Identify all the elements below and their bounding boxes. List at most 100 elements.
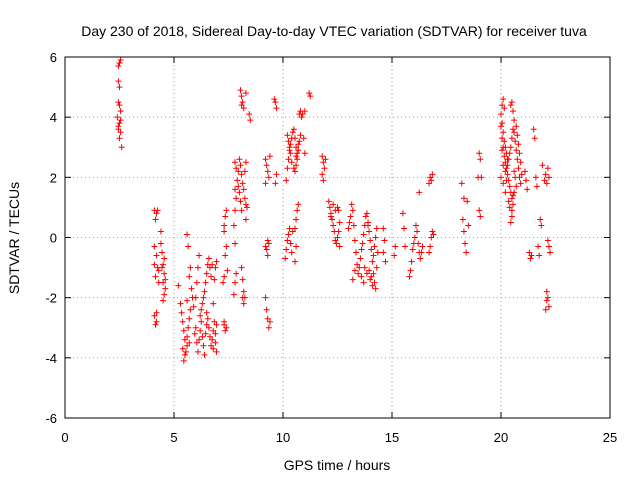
data-point	[221, 273, 228, 280]
data-point	[459, 216, 466, 223]
data-point	[160, 297, 167, 304]
data-point	[202, 330, 209, 337]
data-point	[211, 318, 218, 325]
data-point	[235, 168, 242, 175]
data-point	[282, 255, 289, 262]
data-point	[334, 204, 341, 211]
x-tick-label: 0	[61, 430, 68, 445]
data-point	[429, 171, 436, 178]
data-point	[507, 144, 514, 151]
data-point	[161, 270, 168, 277]
data-point	[517, 159, 524, 166]
data-point	[349, 207, 356, 214]
data-point	[543, 180, 550, 187]
data-point	[208, 273, 215, 280]
x-tick-label: 5	[170, 430, 177, 445]
data-point	[184, 231, 191, 238]
data-point	[153, 309, 160, 316]
data-point	[507, 102, 514, 109]
data-point	[460, 228, 467, 235]
data-point	[152, 216, 159, 223]
data-point	[159, 249, 166, 256]
data-point	[407, 267, 414, 274]
data-point	[194, 348, 201, 355]
data-point	[476, 150, 483, 157]
data-point	[203, 270, 210, 277]
data-point	[516, 150, 523, 157]
data-point	[406, 273, 413, 280]
data-point	[153, 210, 160, 217]
data-point	[205, 324, 212, 331]
data-point	[233, 195, 240, 202]
data-point	[210, 327, 217, 334]
data-point	[348, 201, 355, 208]
data-point	[151, 243, 158, 250]
data-point	[527, 255, 534, 262]
data-point	[239, 180, 246, 187]
data-point	[237, 87, 244, 94]
data-point	[514, 132, 521, 139]
data-point	[295, 201, 302, 208]
data-point	[373, 264, 380, 271]
data-points	[114, 57, 554, 364]
data-point	[239, 99, 246, 106]
data-point	[285, 231, 292, 238]
data-point	[358, 273, 365, 280]
data-point	[508, 213, 515, 220]
data-point	[232, 279, 239, 286]
data-point	[210, 300, 217, 307]
data-point	[294, 156, 301, 163]
y-tick-label: 2	[50, 170, 57, 185]
data-point	[266, 318, 273, 325]
data-point	[283, 177, 290, 184]
data-point	[263, 162, 270, 169]
data-point	[178, 309, 185, 316]
data-point	[212, 264, 219, 271]
data-point	[265, 240, 272, 247]
data-point	[264, 252, 271, 259]
data-point	[345, 225, 352, 232]
data-point	[417, 255, 424, 262]
data-point	[181, 351, 188, 358]
data-point	[285, 156, 292, 163]
data-point	[360, 279, 367, 286]
data-point	[185, 324, 192, 331]
data-point	[513, 183, 520, 190]
data-point	[503, 165, 510, 172]
data-point	[307, 93, 314, 100]
data-point	[373, 225, 380, 232]
data-point	[511, 117, 518, 124]
data-point	[477, 156, 484, 163]
data-point	[238, 93, 245, 100]
data-point	[325, 198, 332, 205]
data-point	[153, 318, 160, 325]
data-point	[460, 195, 467, 202]
y-tick-label: -6	[45, 411, 57, 426]
data-point	[330, 222, 337, 229]
data-point	[366, 228, 373, 235]
data-point	[293, 243, 300, 250]
data-point	[508, 195, 515, 202]
data-point	[369, 258, 376, 265]
data-point	[286, 225, 293, 232]
data-point	[346, 219, 353, 226]
data-point	[221, 228, 228, 235]
data-point	[293, 162, 300, 169]
data-point	[369, 282, 376, 289]
data-point	[151, 261, 158, 268]
data-point	[371, 243, 378, 250]
data-point	[161, 291, 168, 298]
data-point	[265, 174, 272, 181]
data-point	[545, 174, 552, 181]
data-point	[188, 285, 195, 292]
data-point	[116, 102, 123, 109]
data-point	[335, 228, 342, 235]
data-point	[264, 168, 271, 175]
data-point	[201, 288, 208, 295]
data-point	[238, 102, 245, 109]
data-point	[535, 243, 542, 250]
data-point	[297, 132, 304, 139]
data-point	[399, 210, 406, 217]
data-point	[426, 180, 433, 187]
data-point	[199, 333, 206, 340]
